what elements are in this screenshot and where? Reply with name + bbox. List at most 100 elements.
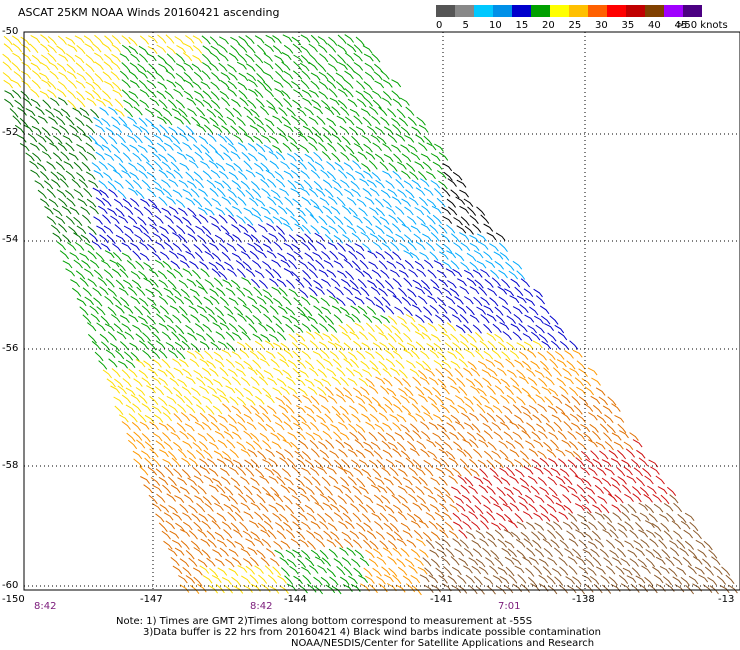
wind-barb bbox=[356, 225, 366, 234]
wind-barb bbox=[595, 441, 606, 450]
wind-barb bbox=[272, 35, 282, 44]
wind-barb bbox=[298, 260, 309, 270]
wind-barb bbox=[635, 477, 645, 487]
wind-barb bbox=[452, 467, 462, 477]
wind-barb bbox=[173, 413, 183, 423]
wind-barb bbox=[130, 295, 141, 305]
wind-barb bbox=[341, 331, 352, 341]
wind-barb bbox=[121, 62, 131, 72]
wind-barb bbox=[375, 304, 386, 313]
wind-barb bbox=[587, 567, 597, 576]
wind-barb bbox=[310, 494, 319, 505]
wind-barb bbox=[330, 278, 341, 287]
wind-barb bbox=[284, 196, 294, 206]
wind-barb bbox=[226, 116, 237, 125]
wind-barb bbox=[85, 63, 95, 73]
wind-barb bbox=[255, 468, 265, 478]
wind-barb bbox=[514, 440, 524, 449]
wind-barb bbox=[264, 118, 275, 127]
wind-barb bbox=[327, 323, 338, 333]
wind-barb bbox=[512, 486, 523, 496]
wind-barb bbox=[382, 170, 393, 179]
wind-barb bbox=[263, 81, 273, 91]
wind-barb bbox=[538, 333, 549, 343]
wind-barb bbox=[148, 494, 158, 505]
wind-barb bbox=[400, 97, 410, 106]
wind-barb bbox=[172, 512, 183, 521]
wind-barb bbox=[315, 286, 325, 295]
wind-barb bbox=[196, 503, 206, 513]
wind-barb bbox=[245, 315, 255, 325]
wind-barb bbox=[163, 134, 173, 143]
wind-barb bbox=[37, 189, 47, 199]
wind-barb bbox=[354, 439, 364, 449]
wind-barb bbox=[520, 531, 530, 541]
wind-barb bbox=[457, 278, 467, 287]
wind-barb bbox=[452, 268, 463, 278]
wind-barb bbox=[93, 269, 103, 279]
wind-barb bbox=[111, 368, 121, 378]
wind-barb bbox=[235, 260, 246, 269]
wind-barb bbox=[227, 511, 237, 521]
wind-barb bbox=[347, 476, 357, 486]
wind-barb bbox=[441, 360, 452, 369]
wind-barb bbox=[541, 386, 552, 395]
wind-barb bbox=[543, 367, 553, 377]
colorbar-label: 25 bbox=[568, 20, 582, 31]
wind-barb bbox=[201, 367, 212, 377]
wind-barb bbox=[318, 81, 329, 90]
wind-barb bbox=[680, 577, 690, 586]
wind-barb bbox=[346, 225, 357, 234]
wind-barb bbox=[309, 89, 319, 98]
wind-barb bbox=[182, 142, 192, 151]
wind-barb bbox=[361, 163, 371, 172]
wind-barb bbox=[132, 225, 143, 234]
wind-barb bbox=[338, 88, 348, 97]
wind-barb bbox=[194, 421, 205, 430]
wind-barb bbox=[323, 134, 333, 144]
wind-barb bbox=[228, 297, 239, 306]
wind-barb bbox=[510, 377, 520, 387]
wind-barb bbox=[490, 550, 500, 560]
wind-barb bbox=[150, 304, 161, 314]
wind-barb bbox=[412, 279, 423, 288]
wind-barb bbox=[602, 513, 613, 523]
wind-barb bbox=[199, 412, 209, 422]
wind-barb bbox=[470, 367, 481, 377]
wind-barb bbox=[197, 207, 208, 216]
wind-barb bbox=[179, 584, 190, 593]
wind-barb bbox=[398, 468, 408, 477]
wind-barb bbox=[335, 81, 345, 91]
wind-barb bbox=[259, 106, 270, 116]
wind-barb bbox=[119, 53, 130, 62]
wind-barb bbox=[382, 368, 392, 378]
wind-barb bbox=[446, 422, 456, 431]
wind-barb bbox=[197, 286, 208, 294]
wind-barb bbox=[133, 458, 143, 468]
wind-barb bbox=[245, 169, 256, 178]
wind-barb bbox=[407, 296, 418, 306]
wind-barb bbox=[164, 314, 174, 324]
wind-barb bbox=[181, 115, 191, 125]
wind-barb bbox=[427, 396, 437, 405]
wind-barb bbox=[481, 495, 491, 504]
wind-barb bbox=[509, 449, 520, 458]
wind-barb bbox=[219, 170, 229, 180]
wind-barb bbox=[487, 367, 498, 377]
wind-barb bbox=[182, 440, 193, 449]
wind-barb bbox=[660, 522, 670, 532]
wind-barb bbox=[391, 494, 401, 504]
wind-barb bbox=[416, 116, 426, 126]
wind-barb bbox=[96, 225, 106, 234]
wind-barb bbox=[307, 540, 316, 550]
wind-barb bbox=[185, 197, 196, 206]
wind-barb bbox=[362, 368, 373, 377]
wind-barb bbox=[219, 36, 229, 45]
wind-barb bbox=[631, 567, 641, 577]
wind-barb bbox=[581, 378, 592, 387]
wind-barb bbox=[121, 242, 132, 251]
wind-barb bbox=[157, 34, 167, 44]
wind-barb bbox=[437, 423, 447, 433]
wind-barb bbox=[522, 458, 532, 468]
